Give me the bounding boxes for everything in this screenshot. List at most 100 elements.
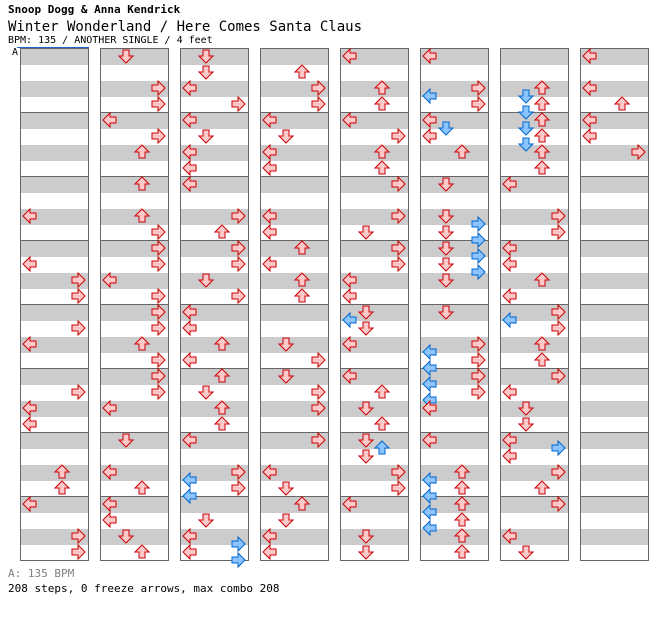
arrow-left-icon (262, 159, 278, 177)
measure-line (341, 176, 408, 177)
arrow-down-icon (517, 136, 535, 152)
arrow-left-icon (182, 471, 198, 489)
arrow-up-icon (213, 416, 231, 432)
measure-line (261, 112, 328, 113)
arrow-up-icon (533, 480, 551, 496)
arrow-up-icon (213, 368, 231, 384)
arrow-up-icon (533, 272, 551, 288)
arrow-up-icon (373, 160, 391, 176)
arrow-up-icon (213, 224, 231, 240)
arrow-left-icon (422, 87, 438, 105)
arrow-right-icon (310, 431, 326, 449)
arrow-left-icon (502, 311, 518, 329)
arrow-right-icon (150, 95, 166, 113)
measure-line (421, 240, 488, 241)
arrow-right-icon (70, 271, 86, 289)
arrow-up-icon (373, 80, 391, 96)
arrow-right-icon (550, 207, 566, 225)
arrow-right-icon (470, 79, 486, 97)
step-stats: 208 steps, 0 freeze arrows, max combo 20… (8, 582, 280, 595)
arrow-right-icon (470, 335, 486, 353)
arrow-up-icon (453, 544, 471, 560)
measure-line (421, 496, 488, 497)
arrow-left-icon (502, 239, 518, 257)
arrow-right-icon (70, 527, 86, 545)
measure-line (341, 112, 408, 113)
arrow-down-icon (437, 256, 455, 272)
arrow-left-icon (22, 207, 38, 225)
arrow-right-icon (470, 263, 486, 281)
arrow-right-icon (150, 79, 166, 97)
arrow-left-icon (262, 111, 278, 129)
arrow-down-icon (357, 400, 375, 416)
arrow-down-icon (357, 528, 375, 544)
arrow-right-icon (550, 463, 566, 481)
arrow-right-icon (550, 367, 566, 385)
arrow-left-icon (22, 399, 38, 417)
arrow-right-icon (150, 351, 166, 369)
arrow-down-icon (197, 384, 215, 400)
measure-line (501, 176, 568, 177)
arrow-left-icon (182, 351, 198, 369)
arrow-up-icon (53, 480, 71, 496)
arrow-down-icon (517, 400, 535, 416)
arrow-left-icon (422, 127, 438, 145)
measure-line (581, 496, 648, 497)
arrow-left-icon (422, 471, 438, 489)
arrow-left-icon (182, 111, 198, 129)
arrow-up-icon (293, 496, 311, 512)
arrow-down-icon (117, 432, 135, 448)
arrow-down-icon (357, 304, 375, 320)
arrow-right-icon (150, 239, 166, 257)
arrow-up-icon (453, 464, 471, 480)
measure-line (261, 496, 328, 497)
arrow-right-icon (150, 287, 166, 305)
arrow-right-icon (70, 383, 86, 401)
measure-line (21, 432, 88, 433)
arrow-left-icon (422, 487, 438, 505)
arrow-left-icon (262, 223, 278, 241)
arrow-right-icon (550, 303, 566, 321)
arrow-right-icon (630, 143, 646, 161)
measure-line (421, 112, 488, 113)
arrow-left-icon (342, 47, 358, 65)
arrow-down-icon (357, 432, 375, 448)
arrow-left-icon (422, 47, 438, 65)
measure-line (421, 368, 488, 369)
arrow-right-icon (150, 383, 166, 401)
arrow-down-icon (197, 64, 215, 80)
measure-line (581, 112, 648, 113)
arrow-up-icon (373, 384, 391, 400)
arrow-right-icon (310, 399, 326, 417)
measure-line (501, 432, 568, 433)
arrow-left-icon (582, 79, 598, 97)
arrow-left-icon (422, 343, 438, 361)
measure-line (261, 368, 328, 369)
arrow-right-icon (150, 255, 166, 273)
arrow-left-icon (502, 255, 518, 273)
measure-line (101, 368, 168, 369)
arrow-up-icon (453, 496, 471, 512)
arrow-down-icon (517, 416, 535, 432)
measure-line (261, 240, 328, 241)
arrow-up-icon (213, 336, 231, 352)
arrow-up-icon (533, 144, 551, 160)
arrow-left-icon (22, 335, 38, 353)
arrow-right-icon (230, 463, 246, 481)
arrow-left-icon (182, 175, 198, 193)
arrow-up-icon (453, 144, 471, 160)
measure-line (101, 432, 168, 433)
arrow-up-icon (533, 128, 551, 144)
arrow-left-icon (502, 175, 518, 193)
arrow-down-icon (517, 88, 535, 104)
arrow-right-icon (390, 255, 406, 273)
measure-line (181, 432, 248, 433)
measure-line (261, 176, 328, 177)
arrow-left-icon (582, 127, 598, 145)
arrow-left-icon (342, 111, 358, 129)
measure-line (101, 112, 168, 113)
arrow-up-icon (453, 512, 471, 528)
arrow-up-icon (213, 400, 231, 416)
arrow-left-icon (342, 287, 358, 305)
section-start-bar (17, 47, 89, 48)
